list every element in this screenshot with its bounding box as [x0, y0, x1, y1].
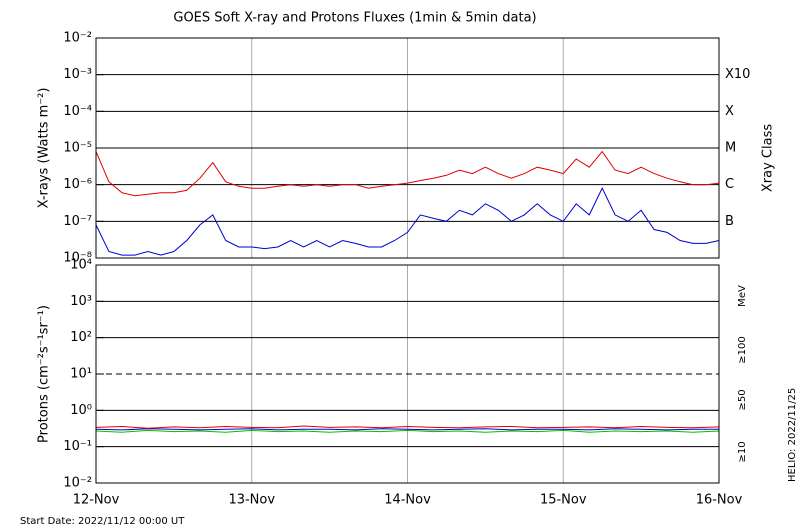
y-tick-label: 10⁻²	[63, 31, 92, 46]
y-tick-label: 10⁻¹	[63, 439, 92, 454]
x-tick-label: 13-Nov	[228, 493, 275, 508]
y-tick-label: 10⁻³	[63, 67, 92, 82]
class-label: C	[725, 177, 734, 192]
start-date: Start Date: 2022/11/12 00:00 UT	[20, 516, 185, 527]
y-tick-label: 10⁻⁴	[63, 104, 92, 119]
y-tick-label: 10⁻⁵	[63, 141, 92, 156]
y-tick-label: 10²	[70, 330, 92, 345]
series-line	[95, 428, 719, 431]
energy-unit: MeV	[737, 285, 748, 307]
y-tick-label: 10¹	[70, 367, 92, 382]
legend-entry: ≥10	[737, 441, 748, 462]
y-tick-label: 10⁴	[70, 258, 92, 273]
y-tick-label: 10⁰	[70, 403, 92, 418]
legend-entry: ≥50	[737, 389, 748, 410]
y-tick-label: 10⁻⁶	[63, 177, 92, 192]
helio-date: HELIO: 2022/11/25	[787, 388, 798, 482]
y-tick-label: 10³	[70, 294, 92, 309]
y-tick-label: 10⁻⁷	[63, 214, 92, 229]
y-tick-label: 10⁻²	[63, 476, 92, 491]
series-line	[95, 429, 720, 433]
legend-entry: ≥100	[737, 336, 748, 363]
class-label: M	[725, 141, 736, 156]
x-tick-label: 14-Nov	[384, 493, 431, 508]
x-tick-label: 16-Nov	[696, 493, 743, 508]
x-tick-label: 15-Nov	[540, 493, 587, 508]
class-label: B	[725, 214, 734, 229]
x-tick-label: 12-Nov	[73, 493, 120, 508]
plot-frame	[95, 264, 720, 484]
chart-title: GOES Soft X-ray and Protons Fluxes (1min…	[173, 11, 536, 26]
class-label: X10	[725, 67, 750, 82]
class-label: X	[725, 104, 734, 119]
series-line	[95, 425, 720, 429]
y-tick-label: 10⁻⁸	[63, 251, 92, 266]
plot-frame	[95, 37, 720, 259]
y-axis-label: Protons (cm⁻²s⁻¹sr⁻¹)	[37, 305, 52, 443]
series-line	[95, 187, 720, 256]
y-axis-label: X-rays (Watts m⁻²)	[37, 88, 52, 209]
right-axis-label: Xray Class	[761, 124, 776, 192]
series-line	[95, 150, 720, 197]
